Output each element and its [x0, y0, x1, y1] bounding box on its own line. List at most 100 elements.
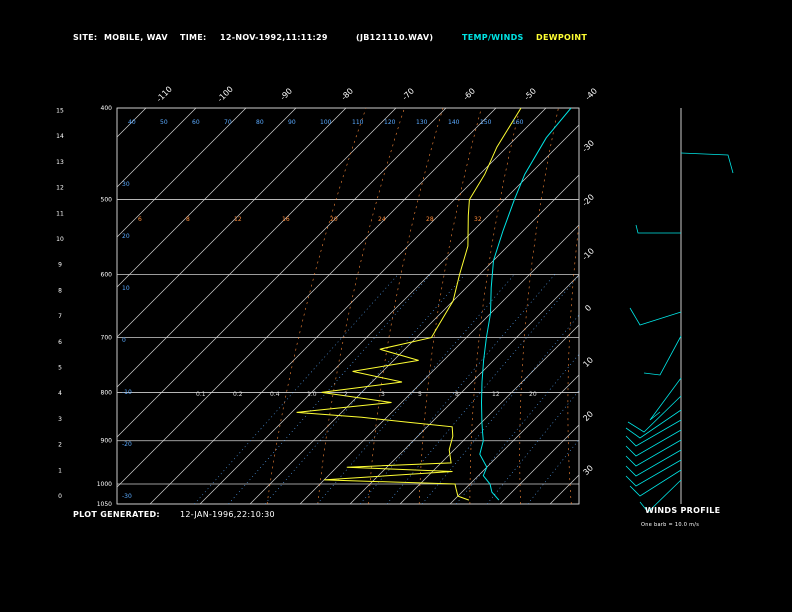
dry-adiabat — [418, 108, 482, 504]
mixing-ratio-label: 5 — [418, 391, 422, 398]
moist-label: 16 — [282, 216, 290, 223]
mixing-ratio-label: 12 — [492, 391, 500, 398]
wind-barb — [649, 377, 682, 421]
isotherm — [499, 424, 579, 504]
mixing-ratio-label: 20 — [529, 391, 537, 398]
theta-label-left: 0 — [122, 337, 126, 344]
theta-label-left: -20 — [122, 441, 132, 448]
wind-barb — [625, 439, 682, 467]
winds-profile-subtitle: One barb = 10.0 m/s — [641, 522, 700, 528]
height-label: 3 — [58, 416, 62, 423]
height-label: 12 — [56, 185, 64, 192]
height-label: 4 — [58, 390, 62, 397]
wind-barb — [625, 409, 682, 439]
temperature-curve — [479, 108, 572, 501]
height-label: 14 — [56, 133, 64, 140]
height-label: 1 — [58, 467, 62, 474]
isotherm — [117, 108, 447, 438]
wind-barb — [629, 469, 682, 497]
mixing-ratio-line — [317, 274, 515, 504]
mixing-ratio-line — [421, 314, 579, 504]
sounding-curves — [296, 108, 572, 501]
isotherm — [199, 124, 579, 504]
theta-label: 50 — [160, 119, 168, 126]
isotherm — [117, 108, 497, 488]
wind-barb — [639, 479, 682, 513]
moist-label: 24 — [378, 216, 386, 223]
mixing-ratio-line — [264, 274, 466, 504]
legend-dewpoint: DEWPOINT — [536, 33, 588, 42]
theta-label: 110 — [352, 119, 364, 126]
mixing-ratio-label: 3 — [381, 391, 385, 398]
isotherm — [249, 174, 579, 504]
isotherm — [117, 108, 297, 288]
wind-barb — [627, 395, 682, 433]
pressure-label-400: 400 — [101, 105, 113, 112]
isotherm — [117, 108, 247, 238]
theta-label-left: 30 — [122, 181, 130, 188]
isotherm — [117, 108, 397, 388]
right-temp-label: 0 — [583, 303, 593, 313]
wind-barb — [635, 224, 681, 234]
wind-barb — [625, 429, 682, 457]
pressure-label-1050: 1050 — [97, 501, 112, 508]
height-label: 10 — [56, 236, 64, 243]
height-label: 13 — [56, 159, 64, 166]
theta-label: 80 — [256, 119, 264, 126]
theta-label-left: -10 — [122, 389, 132, 396]
theta-label: 120 — [384, 119, 396, 126]
theta-label: 130 — [416, 119, 428, 126]
mixing-ratio-line — [386, 274, 579, 504]
moist-label: 20 — [330, 216, 338, 223]
site-value: MOBILE, WAV — [104, 33, 168, 42]
moist-label: 28 — [426, 216, 434, 223]
moist-label: 12 — [234, 216, 242, 223]
moist-label: 8 — [186, 216, 190, 223]
isotherm — [349, 274, 579, 504]
winds-profile-title: WINDS PROFILE — [645, 506, 721, 515]
mixing-ratio-label: 8 — [455, 391, 459, 398]
mixing-ratio-label: 1.0 — [307, 391, 317, 398]
theta-label: 160 — [512, 119, 524, 126]
height-label: 11 — [56, 210, 64, 217]
grid-lines — [117, 108, 579, 504]
mixing-ratio-label: 0.2 — [233, 391, 243, 398]
height-label: 15 — [56, 108, 64, 115]
height-label: 7 — [58, 313, 62, 320]
plot-generated-value: 12-JAN-1996,22:10:30 — [180, 510, 275, 519]
wind-barb — [625, 459, 682, 487]
theta-label: 70 — [224, 119, 232, 126]
pressure-label-800: 800 — [101, 389, 113, 396]
moist-label: 6 — [138, 216, 142, 223]
isotherm — [117, 108, 197, 188]
pressure-label-900: 900 — [101, 438, 113, 445]
time-label: TIME: — [180, 33, 207, 42]
height-label: 2 — [58, 442, 62, 449]
isotherm — [399, 324, 579, 504]
height-label: 8 — [58, 287, 62, 294]
dry-adiabat — [368, 108, 444, 504]
theta-label: 140 — [448, 119, 460, 126]
isotherm — [117, 108, 347, 338]
wind-barb — [625, 449, 682, 477]
wind-barb — [680, 152, 734, 174]
mixing-ratio-label: 2 — [344, 391, 348, 398]
moist-label: 32 — [474, 216, 482, 223]
theta-label-left: 10 — [122, 285, 130, 292]
mixing-ratio-label: 0.4 — [270, 391, 280, 398]
file-name: (JB121110.WAV) — [356, 33, 434, 42]
wind-barb — [643, 335, 682, 376]
pressure-label-700: 700 — [101, 335, 113, 342]
wind-barb — [629, 307, 682, 326]
theta-label: 150 — [480, 119, 492, 126]
pressure-label-600: 600 — [101, 271, 113, 278]
wind-barb — [625, 419, 682, 447]
isotherm — [149, 108, 547, 504]
site-label: SITE: — [73, 33, 98, 42]
isotherm — [299, 224, 579, 504]
mixing-ratio-line — [228, 274, 431, 504]
theta-label: 90 — [288, 119, 296, 126]
theta-label: 40 — [128, 119, 136, 126]
dewpoint-curve — [296, 108, 522, 501]
